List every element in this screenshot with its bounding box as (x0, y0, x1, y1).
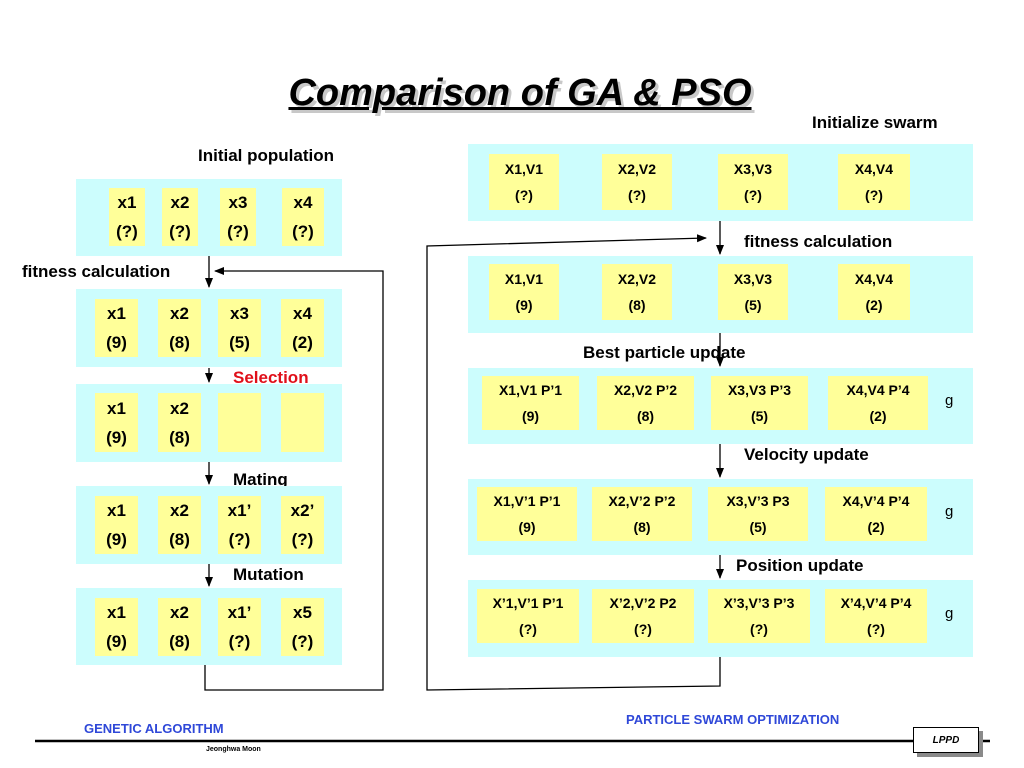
ga-individual-cell: x1 (9) (95, 393, 138, 452)
ga-individual-cell: x3 (?) (220, 188, 256, 246)
pso-particle-cell: X2,V2 P’2 (8) (597, 376, 694, 430)
ga-individual-cell: x1 (?) (109, 188, 145, 246)
pso-global-best-label: g (945, 392, 954, 409)
pso-fitness-label: fitness calculation (744, 232, 893, 251)
lppd-logo: LPPD (913, 727, 979, 753)
pso-particle-cell: X3,V’3 P3 (5) (708, 487, 808, 541)
pso-particle-cell: X1,V1 (9) (489, 264, 559, 320)
ga-individual-cell: x5 (?) (281, 598, 324, 656)
ga-individual-cell: x1 (9) (95, 496, 138, 554)
ga-empty-cell (281, 393, 324, 452)
pso-best-particle-panel: X1,V1 P’1 (9) X2,V2 P’2 (8) X3,V3 P’3 (5) X… (468, 368, 973, 444)
ga-population-panel: x1 (?) x2 (?) x3 (?) x4 (?) (76, 179, 342, 256)
pso-particle-cell: X3,V3 P’3 (5) (711, 376, 808, 430)
pso-particle-cell: X’2,V’2 P2 (?) (592, 589, 694, 643)
pso-best-particle-label: Best particle update (583, 343, 746, 362)
pso-particle-cell: X2,V2 (8) (602, 264, 672, 320)
footer-particle-swarm: PARTICLE SWARM OPTIMIZATION (626, 712, 840, 727)
ga-individual-cell: x4 (?) (282, 188, 324, 246)
pso-particle-cell: X’3,V’3 P’3 (?) (708, 589, 810, 643)
pso-particle-cell: X3,V3 (5) (718, 264, 788, 320)
ga-empty-cell (218, 393, 261, 452)
ga-mutation-panel: x1 (9) x2 (8) x1’ (?) x5 (?) (76, 588, 342, 665)
pso-velocity-label: Velocity update (744, 445, 869, 464)
ga-fitness-label: fitness calculation (22, 262, 171, 281)
ga-selection-label: Selection (233, 368, 309, 387)
pso-velocity-panel: X1,V’1 P’1 (9) X2,V’2 P’2 (8) X3,V’3 P3 (5)… (468, 479, 973, 555)
ga-mating-label: Mating (233, 470, 288, 489)
ga-individual-cell: x2 (8) (158, 496, 201, 554)
pso-particle-cell: X3,V3 (?) (718, 154, 788, 210)
ga-mating-panel: x1 (9) x2 (8) x1’ (?) x2’ (?) (76, 486, 342, 564)
pso-particle-cell: X’1,V’1 P’1 (?) (477, 589, 579, 643)
ga-mutation-label: Mutation (233, 565, 304, 584)
pso-particle-cell: X4,V4 P’4 (2) (828, 376, 928, 430)
pso-particle-cell: X2,V2 (?) (602, 154, 672, 210)
ga-individual-cell: x2 (8) (158, 393, 201, 452)
ga-individual-cell: x2 (8) (158, 299, 201, 357)
ga-individual-cell: x2’ (?) (281, 496, 324, 554)
slide-title: Comparison of GA & PSO (288, 72, 752, 114)
pso-particle-cell: X4,V4 (2) (838, 264, 910, 320)
pso-particle-cell: X1,V1 (?) (489, 154, 559, 210)
footer-author: Jeonghwa Moon (206, 746, 261, 753)
ga-individual-cell: x4 (2) (281, 299, 324, 357)
pso-initial-swarm-panel: X1,V1 (?) X2,V2 (?) X3,V3 (?) X4,V4 (?) (468, 144, 973, 221)
footer-genetic-algorithm: GENETIC ALGORITHM (84, 721, 224, 736)
pso-fitness-panel: X1,V1 (9) X2,V2 (8) X3,V3 (5) X4,V4 (2) (468, 256, 973, 333)
ga-fitness-panel: x1 (9) x2 (8) x3 (5) x4 (2) (76, 289, 342, 367)
pso-initialize-label: Initialize swarm (812, 113, 938, 132)
ga-individual-cell: x2 (8) (158, 598, 201, 656)
ga-individual-cell: x3 (5) (218, 299, 261, 357)
ga-individual-cell: x1 (9) (95, 598, 138, 656)
ga-individual-cell: x1’ (?) (218, 598, 261, 656)
ga-individual-cell: x2 (?) (162, 188, 198, 246)
ga-selection-panel: x1 (9) x2 (8) (76, 384, 342, 462)
ga-loop-arrow (204, 267, 384, 691)
pso-position-panel: X’1,V’1 P’1 (?) X’2,V’2 P2 (?) X’3,V’3 P’3… (468, 580, 973, 657)
pso-particle-cell: X1,V1 P’1 (9) (482, 376, 579, 430)
pso-particle-cell: X4,V’4 P’4 (2) (825, 487, 927, 541)
pso-loop-arrow (426, 234, 721, 691)
pso-global-best-label: g (945, 605, 954, 622)
pso-particle-cell: X4,V4 (?) (838, 154, 910, 210)
pso-particle-cell: X1,V’1 P’1 (9) (477, 487, 577, 541)
pso-particle-cell: X2,V’2 P’2 (8) (592, 487, 692, 541)
pso-position-label: Position update (736, 556, 864, 575)
pso-global-best-label: g (945, 503, 954, 520)
ga-initial-population-label: Initial population (198, 146, 334, 165)
pso-particle-cell: X’4,V’4 P’4 (?) (825, 589, 927, 643)
ga-individual-cell: x1 (9) (95, 299, 138, 357)
ga-individual-cell: x1’ (?) (218, 496, 261, 554)
